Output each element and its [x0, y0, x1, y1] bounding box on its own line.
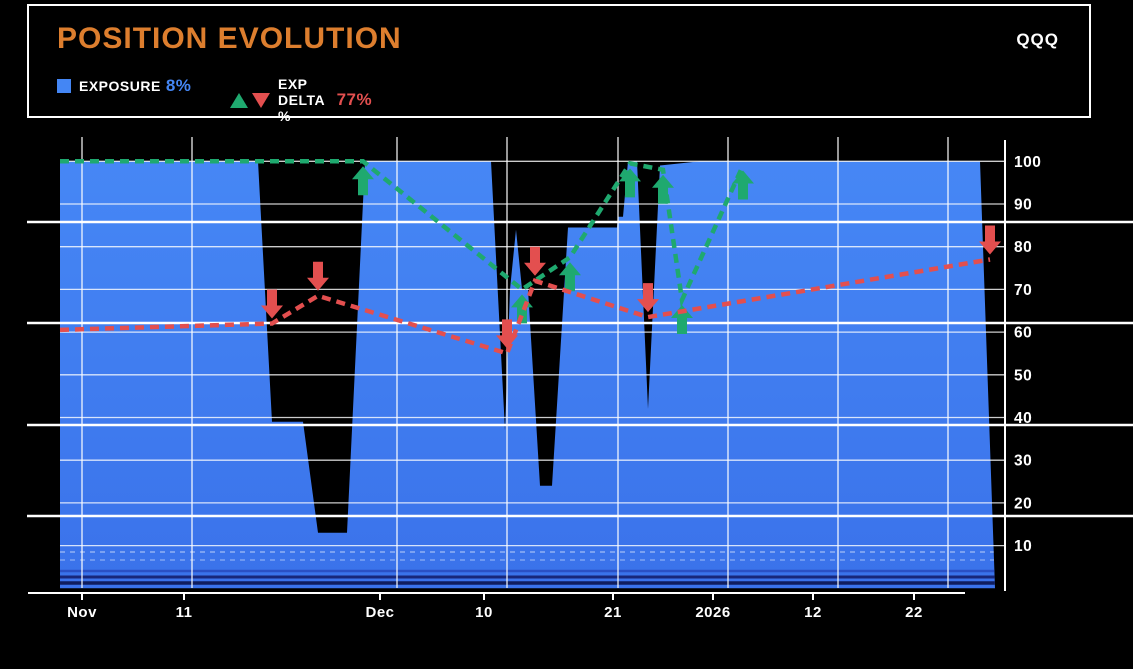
x-axis-label: Dec: [365, 604, 394, 621]
x-axis-label: 10: [475, 604, 493, 621]
delta-down-arrow: [496, 319, 518, 349]
delta-up-arrow: [619, 168, 641, 198]
y-axis-label: 90: [1014, 197, 1032, 214]
legend-exposure-label: EXPOSURE: [79, 78, 161, 94]
y-axis-label: 70: [1014, 282, 1032, 299]
delta-up-arrow: [559, 262, 581, 292]
chart-header: POSITION EVOLUTION QQQ EXPOSURE 8% EXP D…: [27, 4, 1091, 124]
delta-down-arrow: [524, 246, 546, 276]
legend-delta-label: EXP DELTA %: [278, 76, 325, 124]
delta-up-arrow: [732, 170, 754, 200]
delta-up-arrow: [652, 174, 674, 204]
y-axis-label: 20: [1014, 495, 1032, 512]
legend-exposure-value: 8%: [165, 76, 192, 95]
y-axis-label: 40: [1014, 410, 1032, 427]
x-axis-label: 2026: [695, 604, 730, 621]
delta-up-arrow: [671, 305, 693, 334]
legend-delta-value: 77%: [336, 90, 373, 109]
chart-title: POSITION EVOLUTION: [57, 22, 402, 55]
delta-up-arrow: [352, 166, 374, 196]
y-axis-label: 50: [1014, 367, 1032, 384]
y-axis-label: 30: [1014, 453, 1032, 470]
delta-down-arrow: [261, 289, 283, 319]
y-axis-label: 10: [1014, 538, 1032, 555]
x-axis-label: 21: [604, 604, 622, 621]
y-axis-label: 60: [1014, 325, 1032, 342]
delta-up-triangle-icon: [230, 92, 248, 108]
exposure-swatch-icon: [57, 79, 71, 93]
delta-up-line: [60, 159, 746, 308]
y-axis-label: 80: [1014, 239, 1032, 256]
x-axis-label: 22: [905, 604, 923, 621]
x-axis-label: Nov: [67, 604, 97, 621]
delta-down-arrow: [307, 261, 329, 291]
delta-down-triangle-icon: [252, 92, 270, 108]
legend-item-exposure: EXPOSURE 8%: [57, 76, 191, 96]
delta-down-arrow: [637, 283, 659, 313]
x-axis-label: 12: [804, 604, 822, 621]
y-axis-label: 100: [1014, 154, 1041, 171]
ticker-symbol: QQQ: [1016, 30, 1059, 49]
x-axis-label: 11: [176, 604, 193, 621]
delta-down-arrow: [979, 225, 1001, 255]
legend-item-exp-delta: EXP DELTA % 77%: [230, 76, 372, 124]
delta-down-line: [59, 257, 991, 357]
